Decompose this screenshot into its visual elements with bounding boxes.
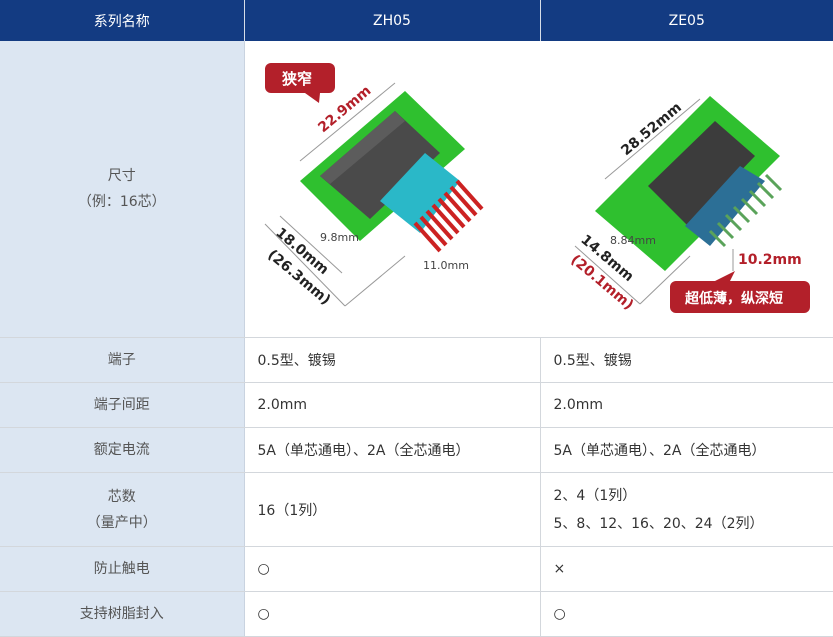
pins — [413, 179, 483, 253]
callout-text: 超低薄，纵深短 — [684, 290, 783, 307]
pin-count-line: 2、4（1列） — [553, 487, 637, 504]
cyan-housing — [379, 153, 460, 233]
ze05-resin-sealing: ○ — [540, 591, 833, 637]
ze05-image: 28.52mm 8.84mm 14.8mm (20.1mm) 10.2mm 超低… — [540, 41, 833, 338]
row-label-pin-count: 芯数 （量产中） — [0, 472, 245, 547]
dimension-lines — [574, 98, 734, 305]
row-dimensions: 尺寸 （例：16芯） 狭窄 22.9mm 9.8mm 18.0mm (26.3mm… — [0, 41, 833, 338]
dim-pin-height: 11.0mm — [423, 259, 469, 272]
dimension-lines — [264, 82, 405, 307]
row-label-resin-sealing: 支持树脂封入 — [0, 591, 245, 637]
zh05-pin-count: 16（1列） — [244, 472, 541, 547]
row-label-dimensions: 尺寸 （例：16芯） — [0, 41, 245, 338]
dim-pin-height: 10.2mm — [738, 252, 802, 268]
connector-body — [648, 121, 755, 226]
connector-body — [319, 111, 440, 219]
pins — [708, 173, 783, 248]
header-series-name: 系列名称 — [0, 0, 245, 41]
pin-count-line: 5、8、12、16、20、24（2列） — [553, 515, 764, 532]
zh05-pitch: 2.0mm — [244, 382, 541, 428]
callout-bubble — [670, 281, 810, 313]
row-pin-count: 芯数 （量产中） 16（1列） 2、4（1列） 5、8、12、16、20、24（2列… — [0, 472, 833, 547]
row-rated-current: 额定电流 5A（单芯通电）、2A（全芯通电） 5A（单芯通电）、2A（全芯通电） — [0, 427, 833, 473]
ze05-terminal: 0.5型、镀锡 — [540, 337, 833, 383]
row-label-pitch: 端子间距 — [0, 382, 245, 428]
zh05-image: 狭窄 22.9mm 9.8mm 18.0mm (26.3mm) 11.0mm — [244, 41, 540, 338]
callout-text: 狭窄 — [281, 70, 312, 88]
ze05-rated-current: 5A（单芯通电）、2A（全芯通电） — [540, 427, 833, 473]
row-label-terminal: 端子 — [0, 337, 245, 383]
zh05-shock-protection: ○ — [244, 546, 541, 592]
ze05-pitch: 2.0mm — [540, 382, 833, 428]
header-ze05: ZE05 — [540, 0, 833, 41]
dim-height: 9.8mm — [320, 231, 359, 244]
callout-bubble — [264, 63, 335, 93]
label-subtext: （例：16芯） — [77, 194, 166, 210]
header-zh05: ZH05 — [244, 0, 541, 41]
zh05-rated-current: 5A（单芯通电）、2A（全芯通电） — [244, 427, 541, 473]
dim-height: 8.84mm — [610, 234, 656, 247]
row-shock-protection: 防止触电 ○ × — [0, 546, 833, 592]
ze05-pin-count: 2、4（1列） 5、8、12、16、20、24（2列） — [540, 472, 833, 547]
row-resin-sealing: 支持树脂封入 ○ ○ — [0, 591, 833, 637]
row-pitch: 端子间距 2.0mm 2.0mm — [0, 382, 833, 428]
zh05-resin-sealing: ○ — [244, 591, 541, 637]
connector-top — [319, 111, 405, 184]
row-terminal: 端子 0.5型、镀锡 0.5型、镀锡 — [0, 337, 833, 383]
blue-housing — [685, 166, 765, 246]
zh05-terminal: 0.5型、镀锡 — [244, 337, 541, 383]
row-label-rated-current: 额定电流 — [0, 427, 245, 473]
row-label-shock-protection: 防止触电 — [0, 546, 245, 592]
ze05-shock-protection: × — [540, 546, 833, 592]
label-text: 芯数 — [107, 488, 136, 505]
label-text: 尺寸 — [107, 168, 136, 184]
label-subtext: （量产中） — [86, 514, 157, 531]
header-row: 系列名称 ZH05 ZE05 — [0, 0, 833, 41]
